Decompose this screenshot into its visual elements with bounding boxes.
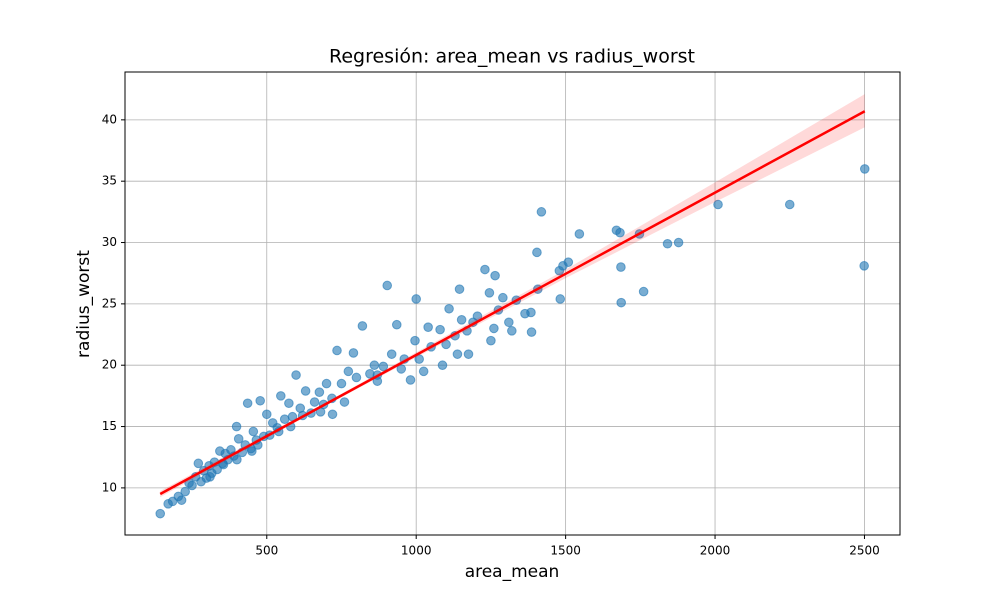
y-axis-label: radius_worst [74, 250, 94, 358]
data-point [261, 409, 272, 420]
data-point [554, 265, 565, 276]
data-point [504, 317, 514, 328]
chart-title: Regresión: area_mean vs radius_worst [329, 46, 695, 68]
data-point [611, 225, 622, 236]
data-point [155, 508, 166, 519]
data-point [616, 262, 626, 272]
x-axis-label: area_mean [465, 562, 560, 582]
data-point [859, 164, 870, 174]
data-point [339, 397, 350, 407]
data-point [486, 335, 496, 346]
data-point [526, 327, 537, 337]
data-point [357, 321, 368, 331]
y-tick-label: 30 [102, 235, 117, 249]
data-point [616, 297, 627, 308]
data-point [231, 421, 242, 432]
data-point [673, 237, 684, 248]
data-point [232, 454, 242, 465]
data-point [418, 366, 429, 377]
data-point [276, 391, 286, 401]
data-point [300, 386, 311, 396]
data-point [662, 238, 673, 249]
x-tick-label: 2000 [700, 544, 731, 558]
ticks: 500 1000 1500 2000 2500 10 15 20 25 30 35 40 [102, 112, 880, 557]
x-tick-label: 1500 [550, 544, 581, 558]
data-point [507, 326, 517, 336]
data-point [348, 348, 359, 358]
data-point [215, 446, 225, 456]
data-point [180, 486, 190, 497]
y-tick-label: 25 [102, 296, 117, 310]
data-point [490, 270, 500, 281]
plot-area [155, 94, 870, 519]
data-point [498, 292, 508, 303]
data-point [378, 361, 389, 372]
data-point [463, 349, 474, 359]
data-point [435, 324, 445, 335]
y-tick-label: 15 [102, 419, 117, 433]
data-point [520, 308, 530, 319]
data-point [284, 398, 294, 409]
data-point [193, 458, 204, 469]
data-point [454, 284, 465, 294]
data-point [205, 472, 215, 482]
data-point [574, 229, 585, 239]
data-point [423, 322, 433, 332]
data-point [369, 360, 380, 371]
data-point [859, 261, 869, 271]
data-point [248, 426, 259, 437]
data-point [536, 207, 547, 217]
data-point [532, 247, 542, 258]
grid [125, 72, 900, 535]
data-point [480, 264, 490, 275]
data-point [437, 360, 448, 371]
data-point [452, 349, 463, 359]
data-point [444, 303, 454, 314]
x-tick-label: 1000 [401, 544, 432, 558]
x-tick-label: 2500 [849, 544, 880, 558]
data-point [309, 397, 320, 407]
data-point [382, 280, 393, 291]
data-point [332, 345, 342, 356]
data-point [351, 372, 362, 383]
data-point [255, 395, 265, 406]
data-point [321, 378, 332, 389]
data-point [456, 315, 467, 325]
data-point [784, 199, 795, 210]
data-point [410, 335, 420, 346]
data-point [411, 294, 421, 304]
data-point [555, 294, 566, 304]
data-point [267, 418, 278, 428]
x-tick-label: 500 [255, 544, 278, 558]
data-point [489, 323, 499, 334]
data-point [242, 398, 253, 409]
y-tick-label: 40 [102, 112, 117, 126]
data-point [391, 319, 402, 330]
data-point [638, 286, 649, 297]
data-point [336, 378, 347, 389]
data-point [396, 364, 407, 374]
data-point [314, 387, 325, 397]
y-tick-label: 10 [102, 480, 117, 494]
data-point [713, 199, 723, 210]
data-point [233, 434, 244, 444]
y-tick-label: 35 [102, 174, 117, 188]
regression-line [159, 110, 866, 496]
data-point [291, 370, 301, 380]
data-point [405, 375, 416, 385]
data-point [414, 354, 424, 364]
data-point [163, 499, 173, 509]
data-point [247, 446, 257, 456]
data-point [343, 366, 354, 377]
data-point [327, 409, 338, 420]
data-point [386, 349, 397, 359]
y-tick-label: 20 [102, 358, 117, 372]
data-point [484, 288, 495, 298]
data-point [279, 414, 290, 424]
